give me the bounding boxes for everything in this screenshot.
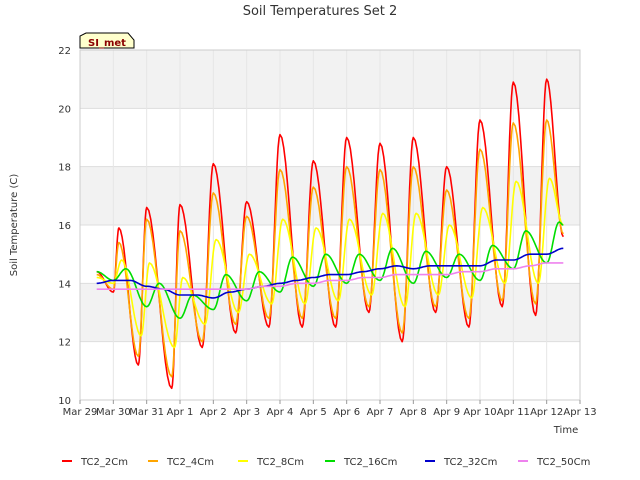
x-tick-label: Apr 4 [267,407,294,418]
x-tick-label: Mar 30 [96,407,131,418]
x-tick-label: Mar 31 [129,407,164,418]
band [80,341,580,400]
x-tick-label: Apr 13 [563,407,596,418]
x-tick-label: Apr 11 [497,407,530,418]
legend-label: TC2_8Cm [256,457,304,468]
badge-shape [79,32,135,49]
legend-label: TC2_2Cm [80,457,128,468]
legend-label: TC2_50Cm [536,457,590,468]
x-tick-label: Apr 12 [530,407,563,418]
legend-item: TC2_4Cm [148,457,214,468]
series-line-tc2_16cm [96,221,564,320]
x-tick-label: Apr 1 [167,407,194,418]
legend-item: TC2_2Cm [62,457,128,468]
x-tick-label: Apr 8 [400,407,427,418]
x-tick-label: Apr 3 [233,407,260,418]
series-line-tc2_2cm [96,78,565,390]
x-tick-label: Apr 9 [433,407,460,418]
background-bands [80,50,580,400]
x-tick-label: Apr 10 [463,407,496,418]
y-tick-label: 18 [58,163,71,174]
chart-title: Soil Temperatures Set 2 [243,4,398,19]
x-tick-label: Mar 29 [63,407,98,418]
legend: TC2_2Cm TC2_4Cm TC2_8Cm TC2_16Cm TC2_32Cm TC2… [62,457,590,468]
legend-label: TC2_16Cm [343,457,397,468]
legend-item: TC2_32Cm [425,457,497,468]
band [80,166,580,225]
y-tick-label: 14 [58,279,71,290]
plot-area [79,49,581,401]
x-tick-label: Apr 7 [367,407,394,418]
x-tick-label: Apr 2 [200,407,227,418]
y-axis-label: Soil Temperature (C) [9,174,20,277]
legend-label: TC2_4Cm [166,457,214,468]
y-tick-label: 12 [58,338,71,349]
legend-item: TC2_8Cm [238,457,304,468]
y-tick-label: 16 [58,221,71,232]
series-line-tc2_32cm [96,247,564,299]
legend-item: TC2_16Cm [325,457,397,468]
legend-item: TC2_50Cm [518,457,590,468]
series-line-tc2_8cm [96,177,564,349]
x-tick-label: Apr 5 [300,407,327,418]
y-tick-label: 20 [58,104,71,115]
band [80,50,580,109]
series-line-tc2_50cm [96,262,564,290]
series-lines [96,78,565,390]
station-badge: SI_met [79,32,135,49]
band [80,108,580,167]
x-axis-label: Time [553,425,578,436]
legend-label: TC2_32Cm [443,457,497,468]
badge-label: SI_met [88,38,126,49]
band [80,283,580,342]
y-tick-label: 10 [58,396,71,407]
y-axis-ticks: 10 12 14 16 18 20 22 [58,46,71,407]
y-tick-label: 22 [58,46,71,57]
x-tick-label: Apr 6 [333,407,360,418]
